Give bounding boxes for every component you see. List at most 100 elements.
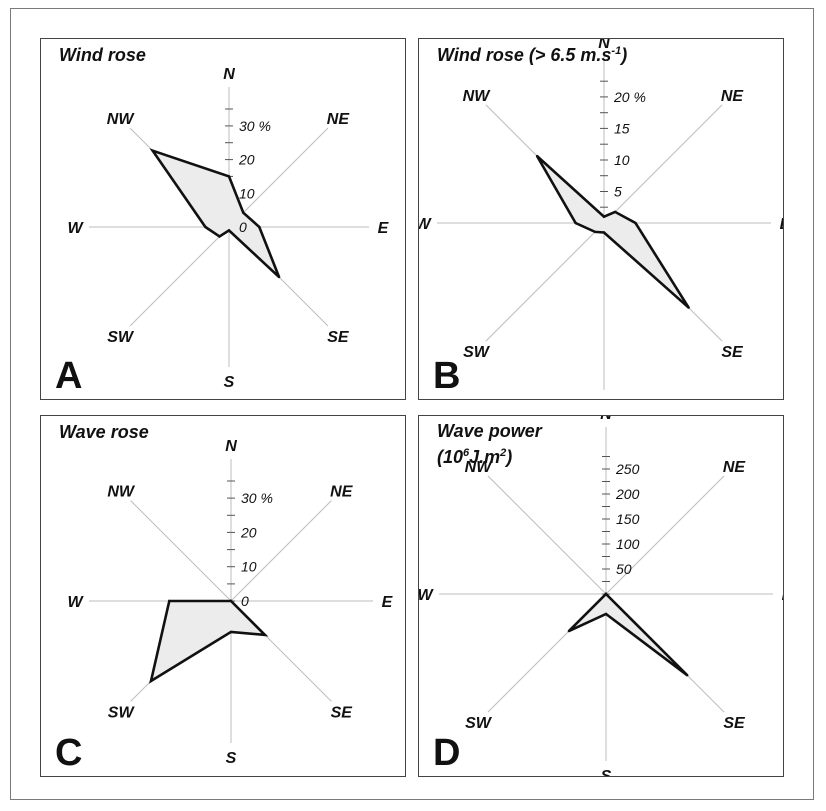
tick-label: 30 %	[239, 118, 271, 134]
spoke-ne	[605, 475, 725, 595]
data-point-w	[168, 599, 171, 603]
data-point-se	[687, 306, 690, 309]
data-point-se	[263, 633, 267, 637]
panel-title: Wave rose	[59, 422, 149, 442]
panel-letter: D	[433, 732, 461, 774]
direction-label-ne: NE	[723, 459, 747, 476]
data-point-sw	[567, 629, 571, 633]
direction-label-sw: SW	[463, 344, 491, 361]
wind-rose-strong-chart: 5 10 15 20 % N NE E SE S SW W NW	[419, 39, 783, 399]
direction-label-s: S	[224, 374, 235, 391]
direction-label-w: W	[419, 587, 434, 604]
panel-letter: B	[433, 355, 461, 397]
tick-label: 5	[614, 184, 622, 200]
tick-label: 0	[241, 593, 249, 609]
data-point-s	[229, 630, 233, 634]
data-point-sw	[218, 235, 221, 238]
tick-label: 50	[616, 561, 632, 577]
data-point-s	[604, 612, 608, 616]
direction-label-se: SE	[723, 715, 746, 732]
tick-label: 250	[615, 461, 640, 477]
panel-wave-power: 50 100 150 200 250 N NE E SE S SW W NW Wave power (1…	[418, 415, 784, 777]
direction-label-sw: SW	[108, 704, 136, 721]
rose-polygon	[567, 592, 689, 677]
rose-polygon	[149, 148, 281, 279]
tick-label: 10	[614, 152, 630, 168]
tick-label: 10	[241, 559, 257, 575]
direction-label-se: SE	[327, 329, 350, 346]
spoke-sw	[129, 226, 230, 327]
wave-power-chart: 50 100 150 200 250 N NE E SE S SW W NW	[419, 416, 783, 776]
spoke-ne	[603, 104, 723, 224]
panel-wind-rose-strong: 5 10 15 20 % N NE E SE S SW W NW Wind rose (> 6.5 m…	[418, 38, 784, 400]
title-line-1: Wave power	[437, 421, 542, 441]
direction-label-nw: NW	[107, 111, 136, 128]
direction-label-se: SE	[331, 704, 354, 721]
direction-label-e: E	[378, 220, 390, 237]
data-point-w	[204, 225, 207, 229]
data-point-sw	[593, 230, 597, 234]
data-point-ne	[613, 210, 617, 214]
data-point-e	[258, 225, 261, 229]
direction-label-nw: NW	[463, 88, 492, 105]
panel-wave-rose: 0 10 20 30 % N NE E SE S SW W NW Wave rose C	[40, 415, 406, 777]
direction-label-nw: NW	[465, 459, 494, 476]
spoke-nw	[130, 500, 232, 602]
direction-label-w: W	[67, 594, 84, 611]
data-point-nw	[151, 149, 154, 152]
tick-label: 10	[239, 185, 255, 201]
direction-label-se: SE	[721, 344, 744, 361]
direction-label-e: E	[780, 216, 783, 233]
direction-label-sw: SW	[465, 715, 493, 732]
tick-label: 0	[239, 219, 247, 235]
direction-label-ne: NE	[330, 484, 354, 501]
data-point-n	[227, 175, 231, 178]
data-point-s	[227, 229, 231, 232]
direction-label-n: N	[600, 416, 612, 423]
direction-label-w: W	[419, 216, 432, 233]
panel-title: Wind rose	[59, 45, 146, 65]
panel-letter: C	[55, 732, 83, 774]
direction-label-sw: SW	[107, 329, 135, 346]
wind-rose-chart: 0 10 20 30 % N NE E SE S SW W NW	[67, 66, 390, 391]
direction-label-s: S	[599, 397, 610, 399]
panel-title: Wave power (106J.m2)	[437, 420, 542, 468]
data-point-se	[686, 674, 689, 677]
tick-label: 20 %	[613, 89, 646, 105]
direction-label-e: E	[782, 587, 783, 604]
data-point-s	[602, 231, 606, 234]
wave-rose-chart: 0 10 20 30 % N NE E SE S SW W NW	[67, 438, 393, 767]
data-point-nw	[535, 154, 539, 158]
direction-label-ne: NE	[721, 88, 745, 105]
data-point-nw	[604, 592, 608, 596]
spoke-nw	[487, 475, 607, 595]
tick-label: 30 %	[241, 490, 273, 506]
tick-label: 200	[615, 486, 640, 502]
data-point-nw	[229, 599, 233, 603]
tick-label: 20	[238, 152, 255, 168]
direction-label-n: N	[225, 438, 237, 455]
rose-polygon	[535, 155, 690, 309]
tick-label: 150	[616, 511, 640, 527]
spoke-ne	[230, 500, 332, 602]
spoke-ne	[228, 127, 329, 228]
data-point-se	[277, 275, 281, 279]
direction-label-w: W	[67, 220, 84, 237]
figure-frame	[10, 8, 814, 800]
data-point-ne	[242, 211, 245, 214]
data-point-w	[574, 221, 577, 225]
data-point-e	[634, 221, 637, 225]
panel-wind-rose: 0 10 20 30 % N NE E SE S SW W NW Wind rose A	[40, 38, 406, 400]
direction-label-ne: NE	[327, 111, 351, 128]
rose-polygon	[149, 599, 269, 684]
spoke-sw	[485, 222, 605, 342]
tick-label: 20	[240, 524, 257, 540]
title-line-2: (106J.m2)	[437, 447, 513, 467]
panel-title: Wind rose (> 6.5 m.s-1)	[437, 45, 628, 65]
direction-label-nw: NW	[107, 484, 136, 501]
tick-label: 100	[616, 536, 640, 552]
direction-label-n: N	[223, 66, 235, 83]
tick-label: 15	[614, 120, 630, 136]
direction-label-s: S	[226, 750, 237, 767]
